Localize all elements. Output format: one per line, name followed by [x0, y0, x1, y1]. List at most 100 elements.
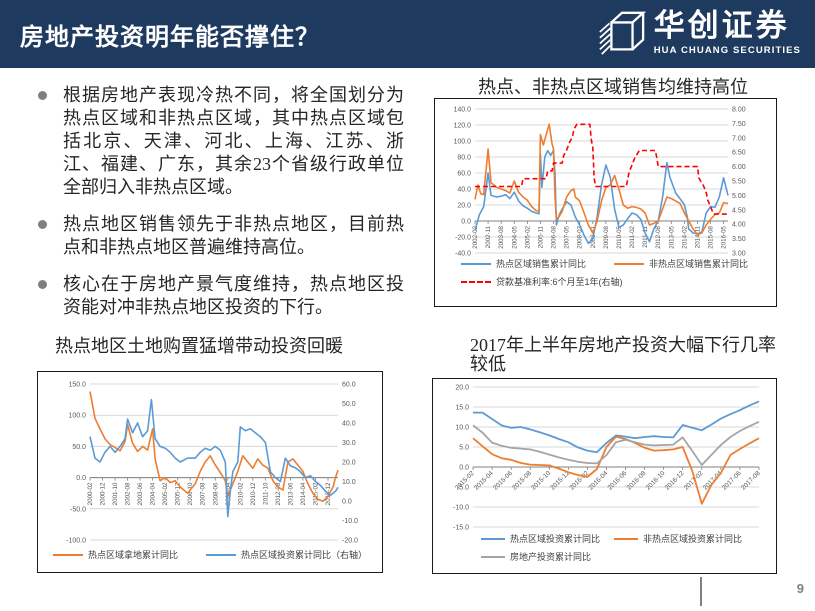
cube-logo-icon — [598, 11, 646, 55]
svg-text:40.0: 40.0 — [342, 421, 356, 428]
svg-text:-20.0: -20.0 — [455, 235, 471, 242]
legend-label: 非热点区域销售累计同比 — [649, 259, 749, 269]
bullet-item: 热点地区销售领先于非热点地区，目前热点和非热点地区普遍维持高位。 — [36, 213, 404, 259]
legend-line-swatch — [481, 537, 505, 540]
svg-text:50.0: 50.0 — [342, 401, 356, 408]
legend-label: 贷款基准利率:6个月至1年(右轴) — [496, 277, 623, 287]
svg-text:2016-05: 2016-05 — [721, 225, 728, 248]
svg-text:0.0: 0.0 — [76, 475, 86, 482]
chart2-land-purchase-investment: 150.0 100.0 50.0 0.0 -50.0 -100.0 60.0 50.0 40.0… — [37, 371, 383, 573]
chart1-title: 热点、非热点区域销售均维持高位 — [478, 77, 748, 97]
svg-text:2015-02: 2015-02 — [312, 482, 319, 505]
header-bar: 房地产投资明年能否撑住？ 华创证券 HUA CHUANG SECUR — [0, 0, 815, 68]
svg-text:8.00: 8.00 — [732, 107, 746, 114]
footer-divider — [700, 577, 702, 606]
svg-text:20.0: 20.0 — [455, 385, 469, 392]
legend-line-swatch — [52, 553, 83, 556]
svg-text:2017-02: 2017-02 — [683, 470, 705, 492]
svg-text:-20.0: -20.0 — [342, 538, 358, 545]
bullet-text: 热点地区销售领先于非热点地区，目前热点和非热点地区普遍维持高位。 — [63, 214, 404, 257]
svg-text:-15.0: -15.0 — [453, 525, 469, 532]
svg-text:6.50: 6.50 — [732, 150, 746, 157]
legend-label: 非热点区域投资累计同比 — [643, 534, 743, 544]
legend-line-swatch — [461, 262, 491, 265]
svg-text:2014-04: 2014-04 — [300, 482, 307, 505]
legend-line-swatch — [614, 262, 645, 265]
legend-label: 热点区域投资累计同比 — [510, 534, 601, 544]
svg-text:40.0: 40.0 — [457, 187, 471, 194]
page-number: 9 — [796, 581, 804, 596]
svg-text:2006-08: 2006-08 — [551, 225, 558, 248]
legend-line-swatch — [206, 553, 236, 556]
svg-text:2016-10: 2016-10 — [645, 470, 667, 492]
svg-text:100.0: 100.0 — [453, 139, 471, 146]
svg-text:2012-08: 2012-08 — [655, 225, 662, 248]
svg-text:2016-12: 2016-12 — [664, 470, 686, 492]
bullet-item: 核心在于房地产景气度维持，热点地区投资能对冲非热点地区投资的下行。 — [36, 273, 404, 319]
chart1-plot: 140.0 120.0 100.0 80.0 60.0 40.0 20.0 0.0 -20.0 -… — [453, 107, 746, 258]
chart2-legend: 热点区域拿地累计同比 热点区域投资累计同比（右轴） — [48, 548, 372, 561]
svg-text:2017-06: 2017-06 — [721, 470, 743, 492]
legend-label: 热点区域投资累计同比（右轴） — [241, 550, 368, 560]
brand-name-en: HUA CHUANG SECURITIES — [653, 45, 801, 56]
legend-item: 非热点区域销售累计同比 — [614, 257, 748, 270]
svg-text:2013-05: 2013-05 — [668, 225, 675, 248]
svg-text:7.00: 7.00 — [732, 135, 746, 142]
bullet-list: 根据房地产表现冷热不同，将全国划分为热点区域和非热点区域，其中热点区域包括北京、… — [36, 84, 404, 333]
svg-text:10.0: 10.0 — [455, 425, 469, 432]
svg-text:5.50: 5.50 — [732, 179, 746, 186]
svg-text:2015-04: 2015-04 — [473, 470, 495, 492]
svg-text:3.00: 3.00 — [732, 251, 746, 258]
svg-text:-10.0: -10.0 — [453, 505, 469, 512]
svg-text:30.0: 30.0 — [342, 440, 356, 447]
svg-text:2009-08: 2009-08 — [603, 225, 610, 248]
legend-item: 热点区域投资累计同比（右轴） — [206, 548, 367, 561]
chart1-legend: 热点区域销售累计同比 非热点区域销售累计同比 贷款基准利率:6个月至1年(右轴) — [461, 257, 768, 288]
svg-text:140.0: 140.0 — [453, 107, 471, 114]
svg-text:2015-08: 2015-08 — [708, 225, 715, 248]
legend-line-swatch — [461, 280, 491, 283]
svg-text:3.50: 3.50 — [732, 236, 746, 243]
svg-text:0.0: 0.0 — [461, 219, 471, 226]
svg-text:2015-10: 2015-10 — [530, 470, 552, 492]
svg-text:20.0: 20.0 — [457, 203, 471, 210]
svg-text:2002-08: 2002-08 — [125, 482, 132, 505]
svg-text:50.0: 50.0 — [72, 444, 86, 451]
svg-text:2001-10: 2001-10 — [112, 482, 119, 505]
svg-text:2011-10: 2011-10 — [262, 482, 269, 505]
legend-label: 热点区域拿地累计同比 — [87, 550, 178, 560]
svg-text:2008-02: 2008-02 — [577, 225, 584, 248]
svg-text:6.00: 6.00 — [732, 164, 746, 171]
svg-text:-10.0: -10.0 — [342, 518, 358, 525]
svg-text:2005-12: 2005-12 — [175, 482, 182, 505]
svg-text:2002-11: 2002-11 — [485, 225, 492, 248]
svg-text:2013-06: 2013-06 — [287, 482, 294, 505]
svg-text:4.00: 4.00 — [732, 222, 746, 229]
svg-text:-100.0: -100.0 — [66, 538, 86, 545]
legend-line-swatch — [481, 555, 505, 558]
brand-name-cn: 华创证券 — [653, 8, 790, 43]
svg-text:0.0: 0.0 — [459, 465, 469, 472]
svg-text:4.50: 4.50 — [732, 207, 746, 214]
chart3-plot: 20.015.010.05.00.0-5.0-10.0-15.02015-022… — [453, 385, 762, 532]
svg-text:2003-06: 2003-06 — [137, 482, 144, 505]
svg-text:100.0: 100.0 — [68, 413, 86, 420]
svg-text:2000-02: 2000-02 — [87, 482, 94, 505]
svg-text:2010-02: 2010-02 — [237, 482, 244, 505]
svg-text:2008-06: 2008-06 — [212, 482, 219, 505]
chart2-title: 热点地区土地购置猛增带动投资回暖 — [55, 336, 343, 356]
bullet-dot-icon — [38, 220, 47, 229]
svg-text:-40.0: -40.0 — [455, 251, 471, 258]
svg-text:60.0: 60.0 — [457, 171, 471, 178]
bullet-text: 根据房地产表现冷热不同，将全国划分为热点区域和非热点区域，其中热点区域包括北京、… — [63, 85, 404, 197]
bullet-dot-icon — [38, 280, 47, 289]
svg-text:2005-02: 2005-02 — [162, 482, 169, 505]
svg-text:2017-08: 2017-08 — [740, 470, 762, 492]
svg-text:60.0: 60.0 — [342, 382, 356, 389]
svg-text:2010-12: 2010-12 — [250, 482, 257, 505]
legend-item: 贷款基准利率:6个月至1年(右轴) — [461, 275, 623, 288]
brand-logo-text: 华创证券 HUA CHUANG SECURITIES — [653, 8, 801, 57]
svg-text:2004-05: 2004-05 — [511, 225, 518, 248]
svg-text:-50.0: -50.0 — [70, 506, 86, 513]
legend-item: 热点区域投资累计同比 — [481, 532, 600, 545]
